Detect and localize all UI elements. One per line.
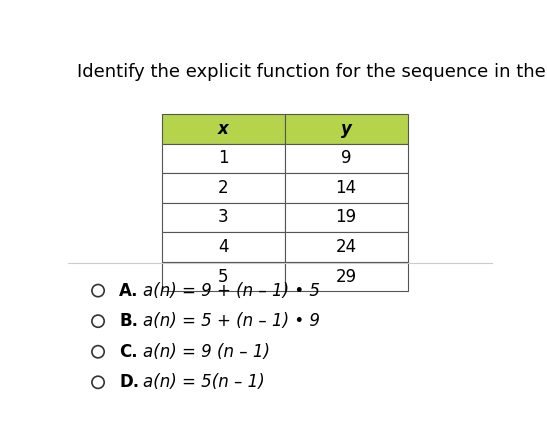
Text: 1: 1 bbox=[218, 149, 229, 167]
Text: Identify the explicit function for the sequence in the table.: Identify the explicit function for the s… bbox=[77, 63, 547, 81]
Bar bbox=[284, 262, 408, 292]
Bar bbox=[162, 114, 284, 144]
Text: x: x bbox=[218, 120, 229, 138]
Bar bbox=[284, 203, 408, 232]
Text: 2: 2 bbox=[218, 179, 229, 197]
Text: 24: 24 bbox=[335, 238, 357, 256]
Bar bbox=[284, 114, 408, 144]
Text: 9: 9 bbox=[341, 149, 351, 167]
Text: 4: 4 bbox=[218, 238, 228, 256]
Text: 3: 3 bbox=[218, 209, 229, 226]
Text: 5: 5 bbox=[218, 268, 228, 285]
Text: a(n) = 9 (n – 1): a(n) = 9 (n – 1) bbox=[143, 343, 270, 361]
Bar bbox=[162, 203, 284, 232]
Text: 14: 14 bbox=[335, 179, 357, 197]
Bar bbox=[162, 144, 284, 173]
Bar bbox=[162, 262, 284, 292]
Text: 19: 19 bbox=[335, 209, 357, 226]
Bar bbox=[284, 173, 408, 203]
Text: D.: D. bbox=[119, 373, 139, 391]
Text: a(n) = 9 + (n – 1) • 5: a(n) = 9 + (n – 1) • 5 bbox=[143, 282, 319, 299]
Text: a(n) = 5 + (n – 1) • 9: a(n) = 5 + (n – 1) • 9 bbox=[143, 312, 319, 330]
Bar bbox=[284, 144, 408, 173]
Text: C.: C. bbox=[119, 343, 138, 361]
Bar bbox=[162, 232, 284, 262]
Bar bbox=[284, 232, 408, 262]
Text: B.: B. bbox=[119, 312, 138, 330]
Text: A.: A. bbox=[119, 282, 139, 299]
Text: 29: 29 bbox=[335, 268, 357, 285]
Text: y: y bbox=[341, 120, 352, 138]
Bar bbox=[162, 173, 284, 203]
Text: a(n) = 5(n – 1): a(n) = 5(n – 1) bbox=[143, 373, 264, 391]
